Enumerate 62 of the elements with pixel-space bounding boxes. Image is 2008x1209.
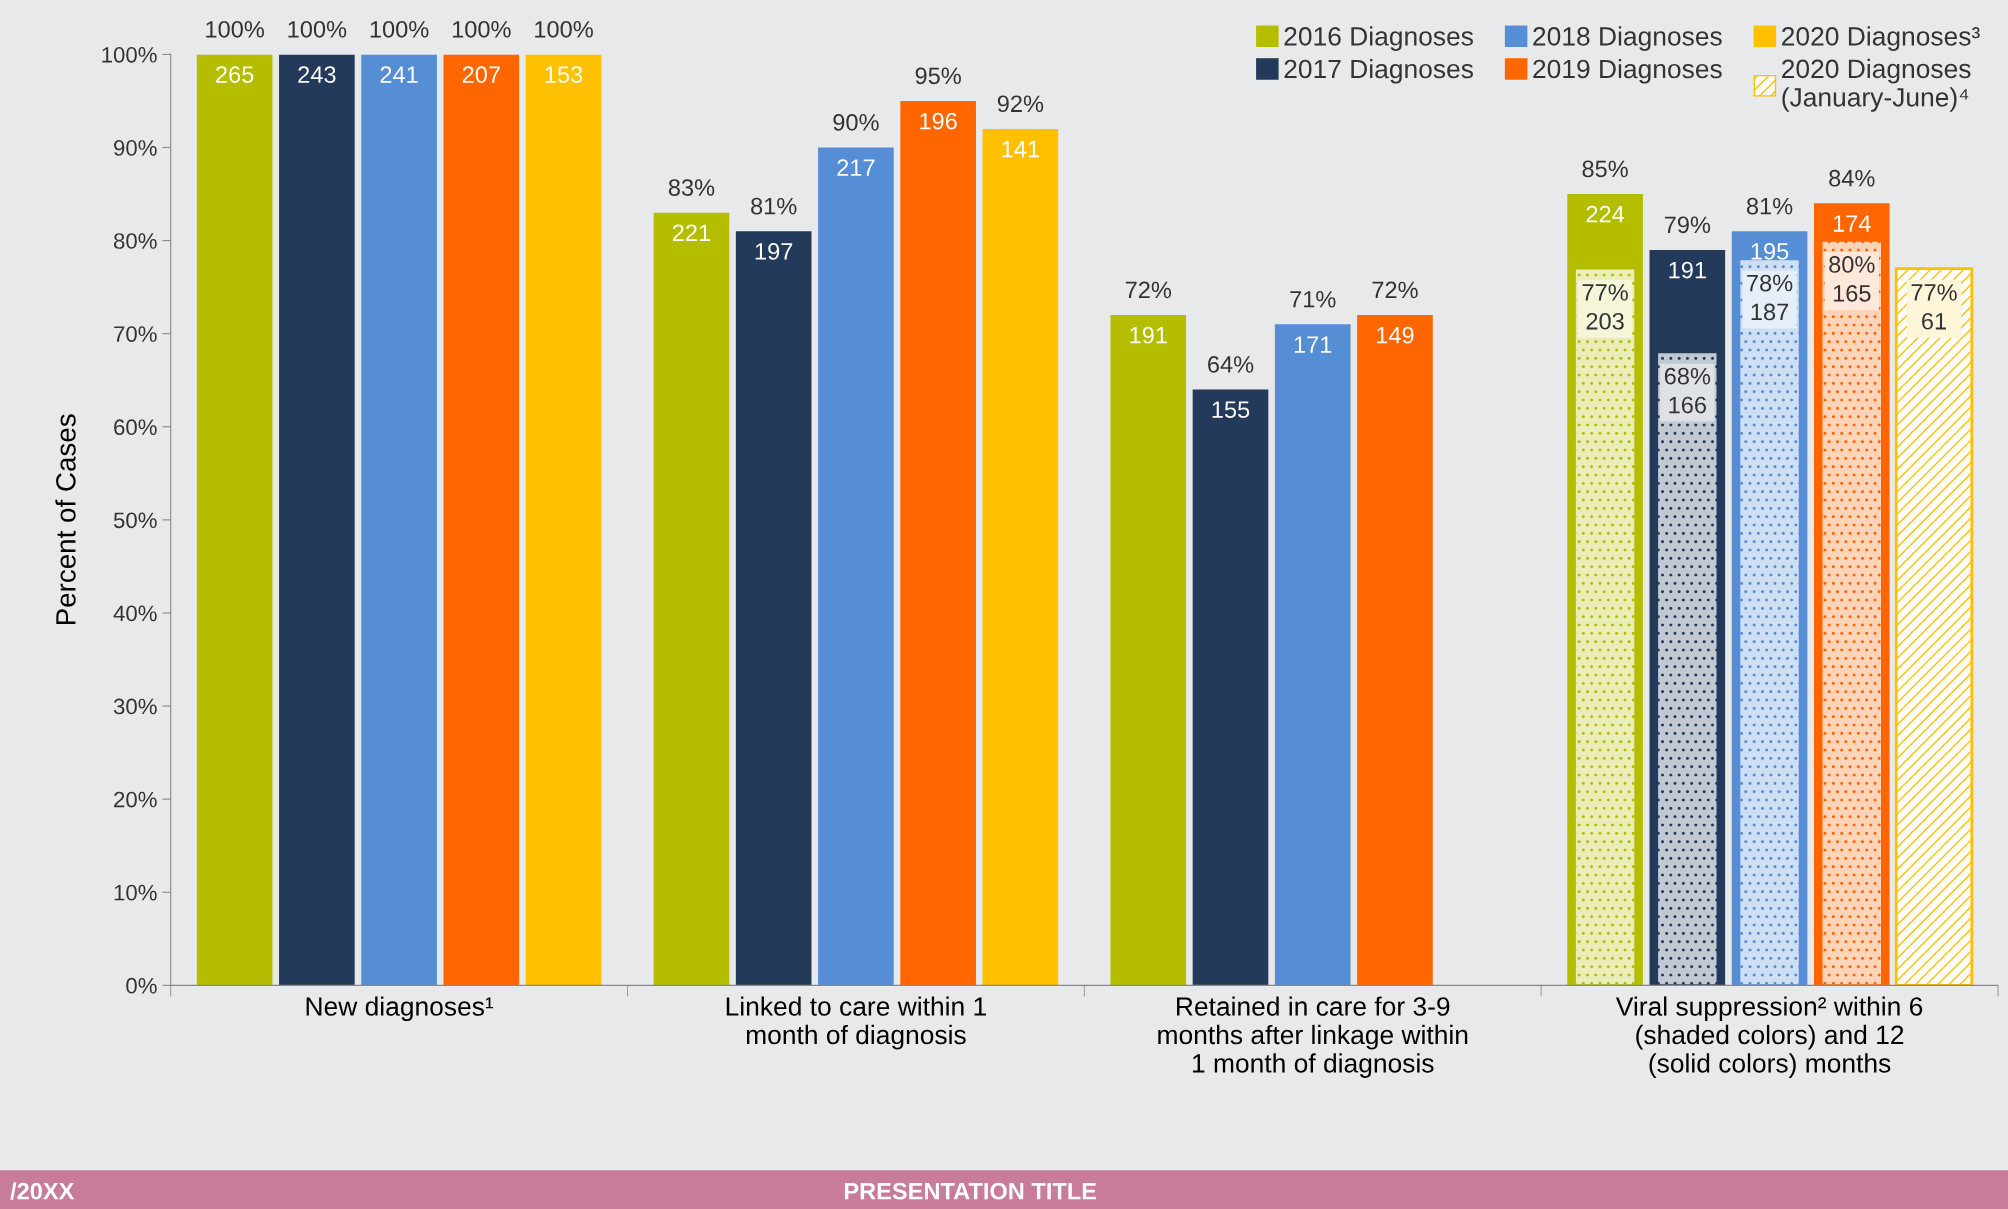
bar: [1110, 315, 1187, 986]
text: 92% 141: [997, 95, 1044, 158]
bar: [196, 54, 273, 986]
text: 100% 241: [370, 20, 429, 83]
y-tick-label: 70%: [114, 326, 157, 342]
data-label: 80% 165: [1829, 256, 1875, 302]
y-tick-label: 30%: [113, 698, 157, 715]
text: 81% 195: [1746, 197, 1793, 260]
text: 100% 207: [452, 20, 511, 83]
y-tick-label: 50%: [113, 512, 157, 529]
y-tick-label: 60%: [114, 419, 157, 436]
text: 100% 153: [535, 20, 593, 83]
bar: [1894, 267, 1974, 986]
text: /20XX: [10, 1182, 75, 1200]
legend-label: 2019 Diagnoses: [1533, 58, 1722, 84]
text: 84% 174: [1829, 169, 1875, 232]
text: 71% 171: [1290, 290, 1336, 353]
y-tick-label: 90%: [114, 140, 157, 156]
x-tick-label: Linked to care within 1 month of diagnosis: [726, 996, 986, 1050]
text: 95% 196: [915, 67, 961, 130]
data-label: 77% 61: [1911, 284, 1957, 330]
x-tick-label: New diagnoses¹: [306, 996, 494, 1022]
text: 100% 243: [288, 20, 347, 83]
legend-label: 2020 Diagnoses³: [1782, 26, 1980, 51]
text: PRESENTATION TITLE: [844, 1182, 1097, 1200]
data-label: 68% 166: [1664, 367, 1711, 414]
y-tick-label: 80%: [113, 233, 157, 249]
x-tick-label: Viral suppression² within 6 (shaded colors) and 12 (solid colors) months: [1615, 996, 1923, 1078]
legend-label: 2016 Diagnoses: [1284, 26, 1473, 51]
data-label: 77% 203: [1582, 284, 1628, 330]
data-label: 78% 187: [1747, 274, 1793, 321]
text: 85% 224: [1582, 160, 1628, 223]
bar: [361, 54, 437, 986]
legend-label: 2017 Diagnoses: [1284, 58, 1473, 84]
bar: [982, 128, 1059, 986]
bar: [443, 54, 520, 986]
y-tick-label: 0%: [126, 977, 157, 994]
text: 83% 221: [668, 179, 715, 241]
y-tick-label: 20%: [114, 791, 157, 808]
bar: [900, 100, 976, 986]
x-tick-label: Retained in care for 3-9 months after linkage within 1 month of diagnosis: [1158, 996, 1468, 1078]
bar: [525, 54, 602, 986]
bar: [1357, 315, 1433, 986]
text: 79% 191: [1664, 216, 1711, 279]
text: 90% 217: [833, 114, 879, 176]
y-tick-label: 100%: [102, 46, 157, 63]
bar: [818, 147, 894, 986]
legend-label: 2018 Diagnoses: [1533, 26, 1722, 51]
text: 72% 191: [1125, 281, 1172, 344]
text: 64% 155: [1208, 356, 1254, 419]
text: 81% 197: [751, 197, 797, 260]
text: 72% 149: [1372, 281, 1418, 344]
y-tick-label: 10%: [114, 884, 157, 901]
bar: [279, 54, 355, 986]
bar: [735, 231, 812, 986]
text: 100% 265: [206, 20, 264, 83]
legend-label: 2020 Diagnoses (January-June)⁴: [1782, 58, 1971, 112]
bar: [1192, 389, 1269, 986]
y-axis-title: Percent of Cases: [55, 414, 76, 625]
bar: [1274, 324, 1351, 986]
y-tick-label: 40%: [113, 605, 157, 622]
bar: [653, 212, 730, 986]
